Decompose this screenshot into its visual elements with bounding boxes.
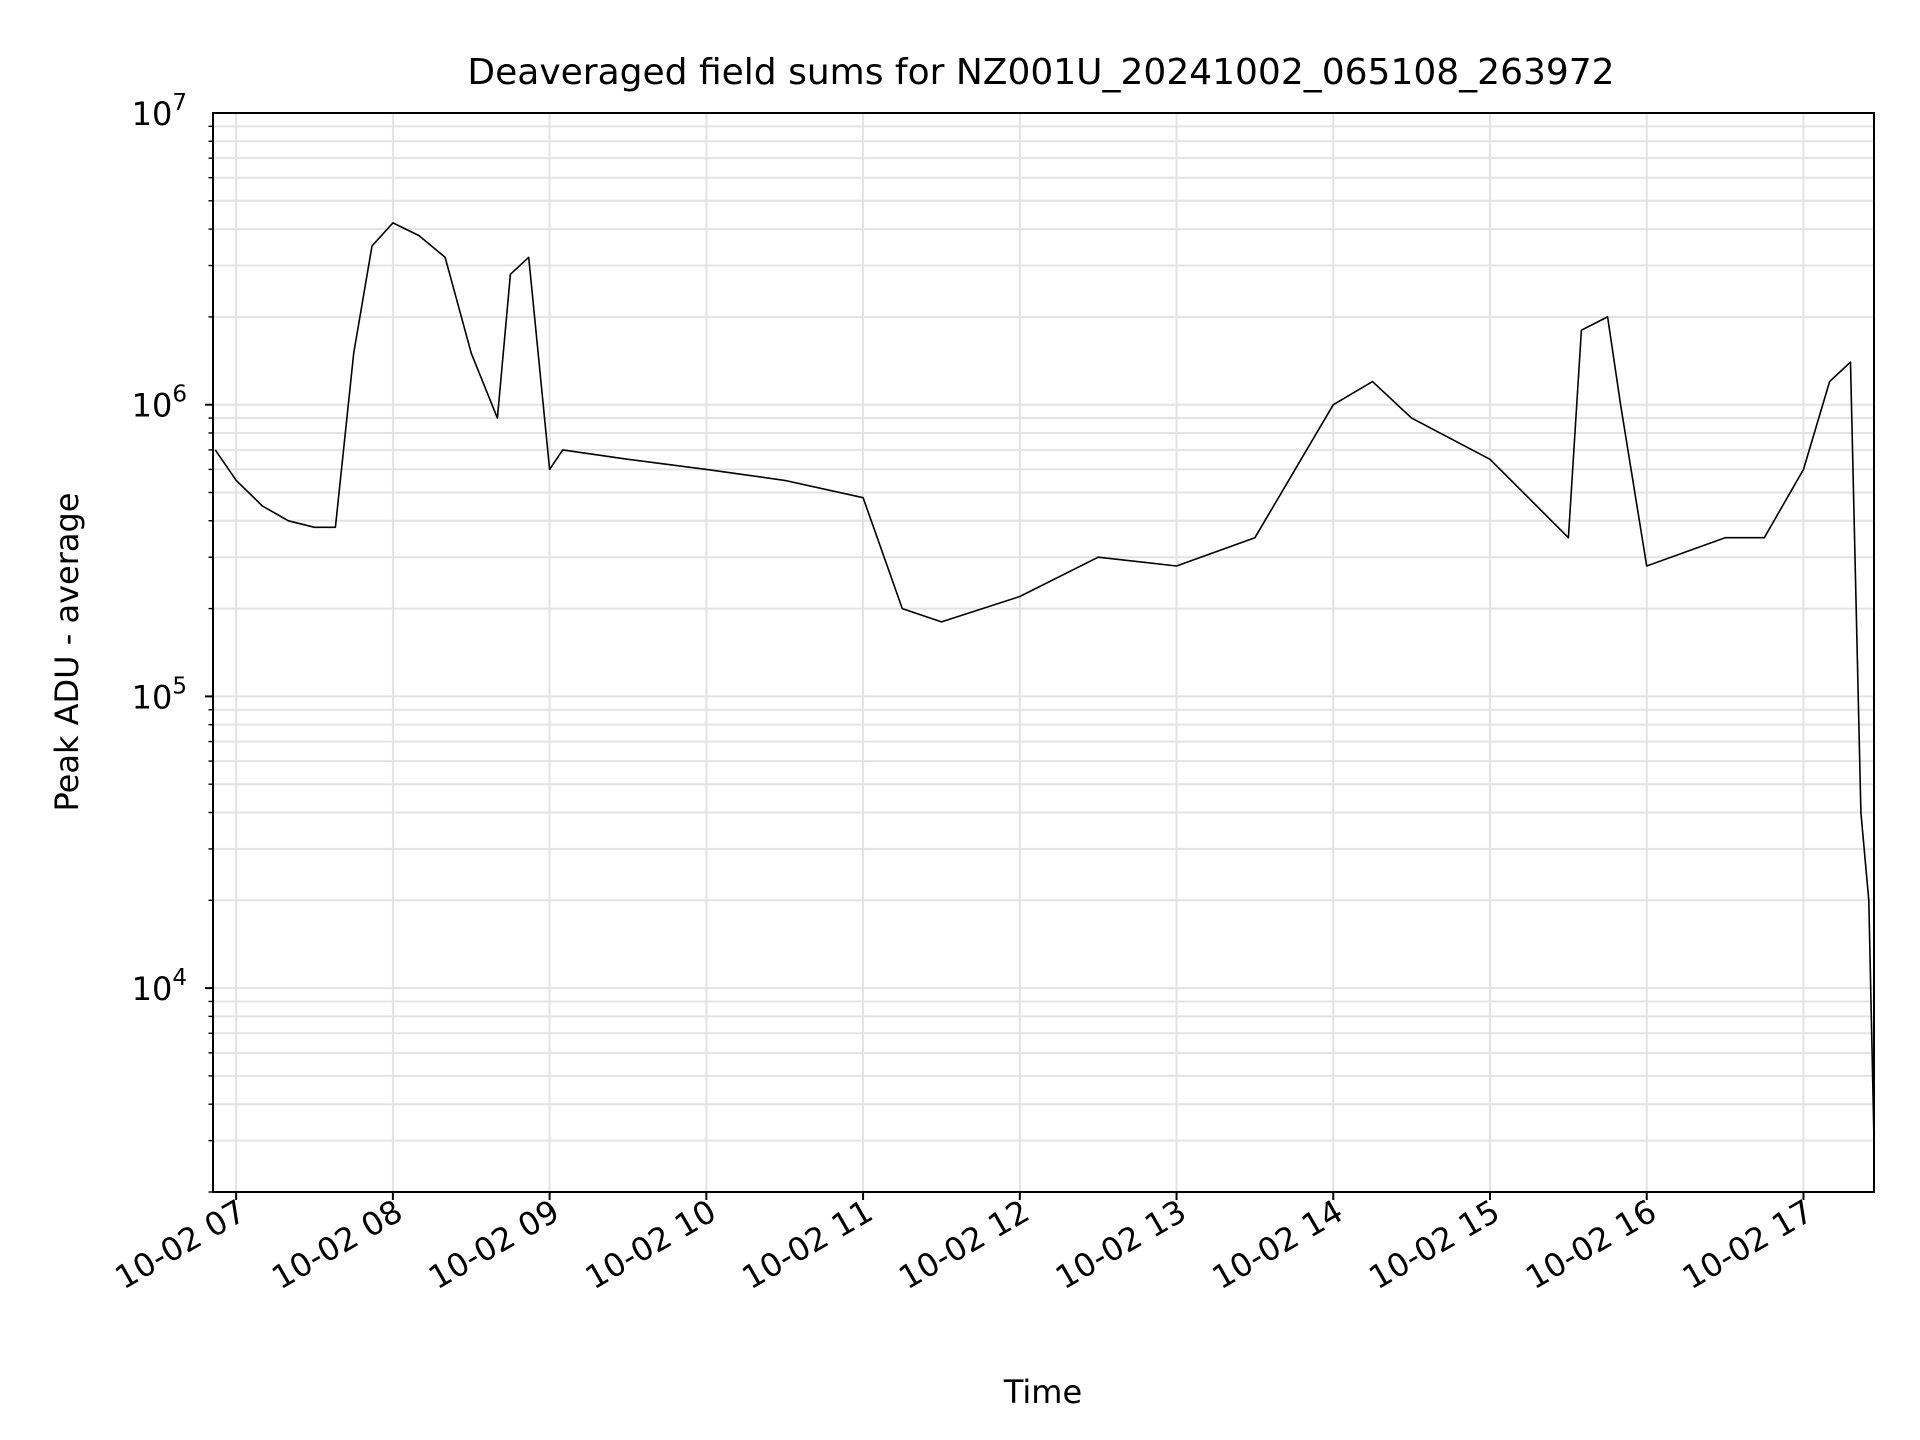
y-tick-label: 107	[132, 90, 187, 133]
chart-title: Deaveraged field sums for NZ001U_2024100…	[467, 52, 1614, 93]
grid	[213, 113, 1874, 1193]
series	[214, 222, 1875, 1141]
y-tick-label: 106	[132, 382, 187, 425]
y-tick-label: 105	[132, 673, 187, 716]
y-axis-label: Peak ADU - average	[48, 493, 86, 812]
plot-frame	[212, 112, 1875, 1193]
y-tick-label: 104	[132, 965, 187, 1008]
x-axis-label: Time	[1003, 1373, 1082, 1411]
y-axis: 104 105 106 107	[132, 90, 213, 1193]
series-line	[214, 222, 1875, 1141]
